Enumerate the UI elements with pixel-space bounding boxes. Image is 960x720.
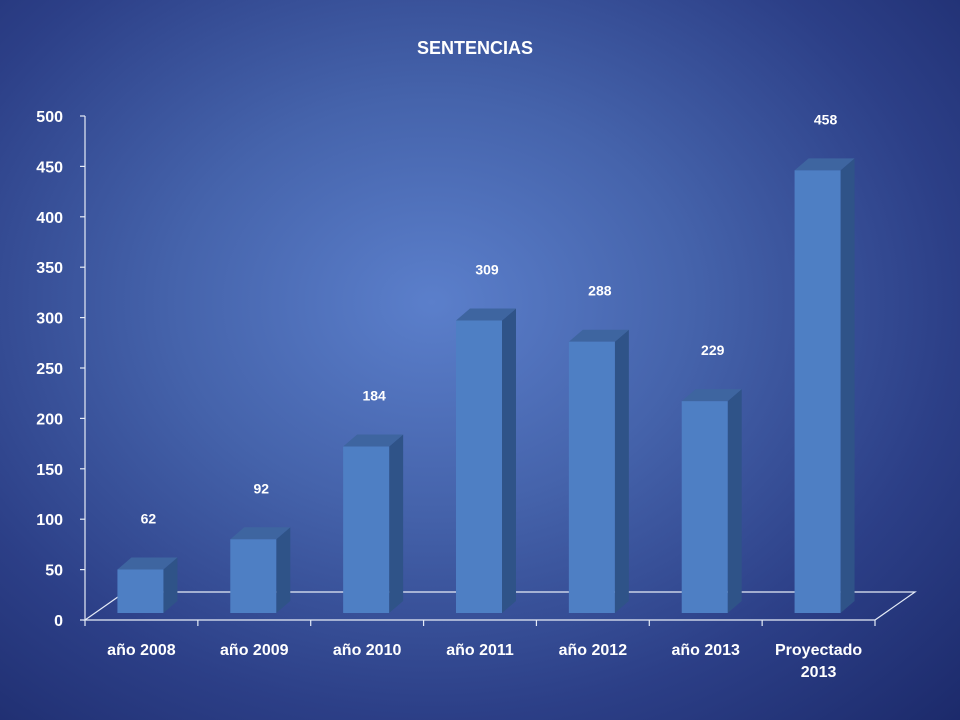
data-labels: 62 92 184 309 288 229 458	[141, 111, 838, 526]
bar	[681, 389, 742, 613]
bar	[230, 527, 291, 613]
y-tick-label: 500	[36, 109, 63, 126]
y-tick-label: 50	[45, 563, 63, 580]
bar-side	[276, 527, 291, 613]
bar-top	[568, 329, 629, 342]
chart-floor	[83, 591, 917, 621]
y-tick-label: 250	[36, 361, 63, 378]
bar-side	[614, 329, 629, 613]
x-tick-label: año 2009	[220, 642, 289, 659]
y-tick-label: 100	[36, 512, 63, 529]
chart-title: SENTENCIAS	[417, 38, 533, 58]
x-tick-label: año 2010	[333, 642, 402, 659]
bar-front	[568, 341, 615, 613]
x-tick-label: año 2012	[559, 642, 628, 659]
bar-front	[117, 569, 164, 613]
data-label: 92	[253, 480, 269, 496]
bar	[343, 434, 404, 613]
bar-side	[502, 308, 516, 613]
bar-side	[163, 557, 178, 613]
data-label: 184	[362, 388, 386, 404]
y-tick-label: 350	[36, 260, 63, 277]
x-tick-label: año 2008	[107, 642, 176, 659]
bar-front	[681, 401, 728, 613]
bar-front	[230, 539, 277, 613]
y-tick-label: 400	[36, 210, 63, 227]
data-label: 229	[701, 342, 725, 358]
bar-front	[343, 446, 390, 613]
data-label: 62	[141, 511, 157, 527]
bar	[456, 308, 516, 613]
bar-side	[727, 389, 742, 613]
y-tick-label: 450	[36, 159, 63, 176]
axes: 0 50 100 150 200 250 300 350 400 450 500 año 2008 añ…	[36, 109, 917, 681]
data-label: 288	[588, 283, 612, 299]
bar-side	[389, 434, 404, 613]
data-label: 309	[475, 262, 499, 278]
bar-front	[794, 170, 841, 613]
bar-top	[681, 389, 742, 402]
bar-front	[456, 320, 502, 613]
bar-top	[230, 527, 291, 540]
x-tick-label: Proyectado 2013	[775, 642, 862, 681]
bar-top	[343, 434, 404, 447]
y-tick-label: 300	[36, 311, 63, 328]
y-tick-label: 150	[36, 462, 63, 479]
bars	[117, 158, 855, 613]
y-tick-label: 200	[36, 411, 63, 428]
bar-side	[840, 158, 855, 613]
bar	[117, 557, 178, 613]
bar-top	[456, 308, 516, 321]
bar-top	[117, 557, 178, 570]
x-tick-label: año 2011	[446, 642, 514, 659]
bar	[794, 158, 855, 613]
bar	[568, 329, 629, 613]
y-tick-label: 0	[54, 613, 63, 630]
data-label: 458	[814, 111, 838, 127]
bar-top	[794, 158, 855, 171]
x-tick-label: año 2013	[671, 642, 740, 659]
